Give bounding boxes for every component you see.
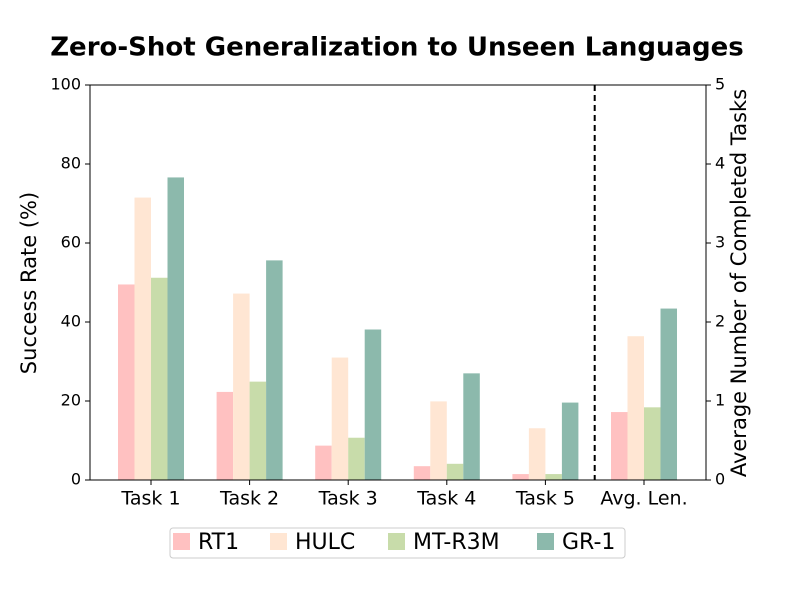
y-tick-label: 60 [61,233,81,252]
bar [364,329,382,480]
y-tick-label: 100 [50,75,81,94]
y-tick-label: 80 [61,154,81,173]
chart-title: Zero-Shot Generalization to Unseen Langu… [50,33,744,63]
bar [627,336,644,480]
legend-label: RT1 [198,530,239,555]
bar [216,391,234,480]
bar [545,474,562,480]
bar [528,428,546,480]
bar [118,284,135,480]
bar [233,293,250,480]
bar [512,474,529,480]
y-axis-label: Success Rate (%) [17,192,41,374]
legend-swatch [173,533,190,550]
y-tick-label: 0 [71,470,81,489]
y2-tick-label: 0 [715,470,725,489]
x-tick-label: Task 1 [120,488,180,510]
y-tick-label: 40 [61,312,81,331]
bar [644,407,661,480]
legend-label: MT-R3M [413,530,500,555]
bar [430,401,447,480]
x-tick-label: Task 5 [515,488,575,510]
legend-swatch [270,533,287,550]
bar [611,412,628,480]
y2-axis-label: Average Number of Completed Tasks [727,89,751,477]
y2-tick-label: 5 [715,75,725,94]
x-tick-label: Task 2 [219,488,279,510]
bar [134,197,151,480]
bar [413,466,431,480]
bar [660,308,677,480]
bar [331,357,349,480]
legend-label: HULC [295,530,355,555]
bar [561,402,579,480]
y2-tick-label: 4 [715,154,725,173]
bar [249,381,267,480]
y2-tick-label: 1 [715,391,725,410]
bar [348,437,365,480]
plot-frame [89,84,707,481]
bar [315,445,332,480]
bar [446,463,464,480]
x-tick-label: Task 3 [318,488,378,510]
legend-swatch [388,533,405,550]
bar [151,277,168,480]
y2-tick-label: 3 [715,233,725,252]
bar [463,373,480,480]
x-tick-label: Task 4 [416,488,476,510]
y-tick-label: 20 [61,391,81,410]
legend-swatch [537,533,554,550]
bar [167,177,184,480]
legend-label: GR-1 [562,530,615,555]
bar [266,260,283,480]
x-tick-label: Avg. Len. [600,488,687,510]
y2-tick-label: 2 [715,312,725,331]
